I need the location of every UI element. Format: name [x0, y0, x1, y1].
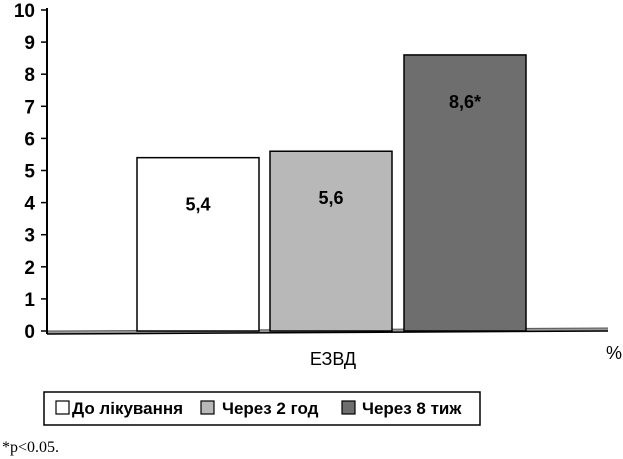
legend-label: До лікування	[72, 399, 183, 418]
bar-data-label: 8,6*	[449, 92, 481, 112]
legend-swatch	[55, 400, 70, 415]
y-tick-label: 1	[24, 290, 35, 311]
legend-label: Через 2 год	[222, 399, 319, 418]
y-tick-label: 10	[14, 1, 35, 22]
y-tick-label: 9	[24, 33, 35, 54]
y-tick-label: 3	[24, 226, 35, 247]
bars	[136, 54, 527, 332]
y-tick-label: 7	[24, 97, 35, 118]
footnote: *p<0.05.	[2, 439, 60, 456]
y-tick-label: 6	[24, 129, 35, 150]
y-tick-label: 0	[24, 322, 35, 343]
y-tick-label: 4	[24, 194, 35, 215]
y-tick-label: 2	[24, 258, 35, 279]
y-axis	[41, 8, 48, 334]
bar-data-label: 5,6	[318, 188, 343, 208]
unit-label: %	[606, 343, 622, 363]
bar	[403, 54, 527, 332]
bar	[269, 150, 393, 332]
x-category-label: ЕЗВД	[310, 349, 356, 369]
legend-frame	[43, 391, 481, 426]
legend-swatch	[341, 400, 356, 415]
legend-label: Через 8 тиж	[362, 399, 462, 418]
bar-data-label: 5,4	[185, 195, 210, 215]
y-tick-labels: 0 1 2 3 4 5 6 7 8 9 10	[14, 1, 36, 343]
legend-swatch	[200, 400, 215, 415]
y-tick-label: 8	[24, 65, 35, 86]
bar	[136, 156, 260, 332]
bar-data-labels: 5,4 5,6 8,6*	[185, 92, 481, 215]
legend: До лікування Через 2 год Через 8 тиж	[43, 391, 481, 426]
y-tick-label: 5	[24, 162, 35, 183]
